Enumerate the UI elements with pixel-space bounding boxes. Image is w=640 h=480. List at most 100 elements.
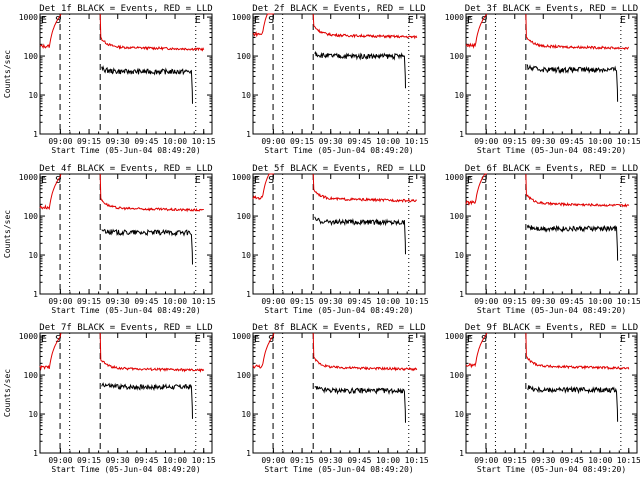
- x-tick-label: 09:15: [503, 456, 527, 465]
- y-tick-label: 1000: [445, 173, 464, 182]
- plot-frame: [39, 173, 213, 295]
- x-tick-label: 09:45: [347, 456, 371, 465]
- x-tick-label: 10:00: [588, 456, 612, 465]
- x-tick-label: 09:45: [134, 297, 158, 306]
- x-tick-label: 09:45: [560, 137, 584, 146]
- marker-E: E: [195, 175, 201, 186]
- plot-frame: [465, 13, 638, 135]
- panel-4: Det 4f BLACK = Events, RED = LLD 1 10 100 10…: [3, 164, 216, 315]
- x-tick-label: 09:00: [261, 297, 285, 306]
- plot-frame: [465, 332, 638, 454]
- x-tick-label: 09:00: [474, 297, 498, 306]
- x-tick-label: 09:45: [347, 137, 371, 146]
- x-tick-label: 09:30: [319, 456, 343, 465]
- x-tick-label: 10:15: [192, 456, 216, 465]
- x-tick-label: 09:15: [77, 456, 101, 465]
- lld-curve-main: [312, 13, 418, 40]
- y-tick-label: 100: [237, 371, 252, 380]
- lld-curve-pre: [39, 13, 62, 49]
- x-tick-label: 09:45: [347, 297, 371, 306]
- x-tick-label: 09:00: [48, 297, 72, 306]
- x-tick-label: 09:15: [503, 137, 527, 146]
- x-tick-label: 10:00: [163, 456, 187, 465]
- plot-frame: [252, 332, 426, 454]
- events-curve: [314, 386, 406, 423]
- x-tick-label: 09:30: [531, 456, 555, 465]
- events-curve: [314, 50, 406, 89]
- x-axis-label: Start Time (05-Jun-04 08:49:20): [477, 306, 626, 315]
- x-tick-label: 10:15: [405, 137, 429, 146]
- x-tick-label: 10:15: [192, 297, 216, 306]
- events-curve: [314, 216, 406, 255]
- marker-E: E: [195, 334, 201, 345]
- marker-S: S: [481, 175, 487, 186]
- panel-6: Det 6f BLACK = Events, RED = LLD 1 10 100 10…: [445, 164, 640, 315]
- plot-frame: [252, 173, 426, 295]
- y-tick-label: 1000: [445, 332, 464, 341]
- y-tick-label: 1000: [232, 173, 251, 182]
- x-axis-label: Start Time (05-Jun-04 08:49:20): [477, 465, 626, 474]
- y-tick-label: 10: [241, 410, 251, 419]
- y-axis-label: Counts/sec: [3, 369, 12, 417]
- x-tick-label: 09:15: [77, 137, 101, 146]
- plot-frame: [39, 332, 213, 454]
- marker-E: E: [408, 15, 414, 26]
- y-tick-label: 10: [454, 410, 464, 419]
- y-tick-label: 1: [459, 290, 464, 299]
- x-tick-label: 10:00: [588, 137, 612, 146]
- marker-E: E: [41, 334, 47, 345]
- y-tick-label: 1000: [19, 332, 38, 341]
- x-tick-label: 09:15: [77, 297, 101, 306]
- y-tick-label: 10: [454, 251, 464, 260]
- marker-E: E: [254, 15, 260, 26]
- panel-3: Det 3f BLACK = Events, RED = LLD 1 10 100 10…: [445, 4, 640, 155]
- marker-E: E: [41, 175, 47, 186]
- x-axis-label: Start Time (05-Jun-04 08:49:20): [51, 465, 200, 474]
- y-tick-label: 10: [241, 91, 251, 100]
- y-tick-label: 100: [237, 212, 252, 221]
- y-tick-label: 10: [28, 251, 38, 260]
- x-tick-label: 09:45: [560, 456, 584, 465]
- plot-frame: [39, 13, 213, 135]
- x-axis-label: Start Time (05-Jun-04 08:49:20): [264, 306, 413, 315]
- y-tick-label: 100: [450, 371, 465, 380]
- x-tick-label: 09:45: [560, 297, 584, 306]
- marker-E: E: [254, 175, 260, 186]
- y-tick-label: 100: [24, 212, 39, 221]
- x-tick-label: 10:15: [405, 297, 429, 306]
- lld-curve-main: [525, 13, 630, 51]
- y-tick-label: 10: [28, 91, 38, 100]
- y-axis-label: Counts/sec: [3, 50, 12, 98]
- x-tick-label: 09:30: [531, 137, 555, 146]
- x-tick-label: 09:15: [290, 456, 314, 465]
- marker-S: S: [481, 334, 487, 345]
- events-curve: [101, 65, 193, 104]
- marker-E: E: [408, 334, 414, 345]
- panel-1: Det 1f BLACK = Events, RED = LLD 1 10 100 10…: [3, 4, 216, 155]
- y-tick-label: 1: [459, 130, 464, 139]
- panel-9: Det 9f BLACK = Events, RED = LLD 1 10 100 10…: [445, 323, 640, 474]
- x-tick-label: 10:15: [405, 456, 429, 465]
- events-curve: [101, 228, 193, 265]
- lld-curve-pre: [465, 173, 487, 206]
- x-tick-label: 10:15: [617, 137, 640, 146]
- plot-frame: [252, 13, 426, 135]
- panel-5: Det 5f BLACK = Events, RED = LLD 1 10 100 10…: [232, 164, 429, 315]
- events-curve: [526, 64, 619, 102]
- lld-curve-pre: [465, 13, 488, 49]
- x-tick-label: 09:15: [290, 137, 314, 146]
- panel-title: Det 5f BLACK = Events, RED = LLD: [252, 164, 425, 174]
- marker-E: E: [467, 15, 473, 26]
- x-tick-label: 10:15: [192, 137, 216, 146]
- marker-S: S: [268, 175, 274, 186]
- x-tick-label: 09:45: [134, 137, 158, 146]
- y-tick-label: 10: [241, 251, 251, 260]
- y-tick-label: 10: [454, 91, 464, 100]
- x-axis-label: Start Time (05-Jun-04 08:49:20): [51, 306, 200, 315]
- marker-E: E: [195, 15, 201, 26]
- y-tick-label: 100: [24, 52, 39, 61]
- panel-8: Det 8f BLACK = Events, RED = LLD 1 10 100 10…: [232, 323, 429, 474]
- lld-curve-main: [99, 173, 204, 213]
- lld-curve-main: [312, 173, 417, 203]
- lld-curve-main: [312, 332, 418, 372]
